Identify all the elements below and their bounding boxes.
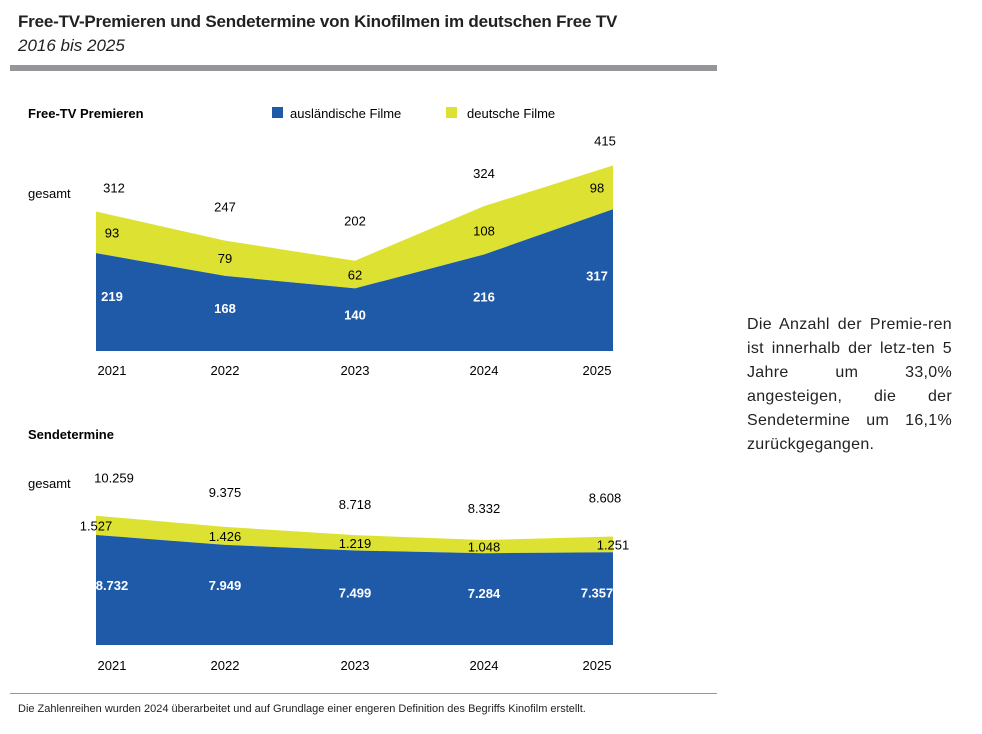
deutsche-filme-value-label: 1.527: [80, 518, 113, 533]
deutsche-filme-value-label: 1.048: [468, 540, 501, 555]
deutsche-filme-value-label: 93: [105, 225, 119, 240]
total-value-label: 324: [473, 166, 495, 181]
total-value-label: 8.718: [339, 497, 372, 512]
legend-swatch-deutsch: [446, 107, 457, 118]
side-note: Die Anzahl der Premie-ren ist innerhalb …: [747, 316, 952, 453]
area-deutsche-filme-1: [96, 515, 613, 554]
legend-swatch-auslaendisch: [272, 107, 283, 118]
x-tick-label: 2025: [583, 658, 612, 673]
total-label-0: gesamt: [28, 186, 71, 201]
chart-title-0: Free-TV Premieren: [28, 106, 144, 121]
total-value-label: 8.332: [468, 501, 501, 516]
total-value-label: 247: [214, 200, 236, 215]
auslaendische-filme-value-label: 219: [101, 289, 123, 304]
auslaendische-filme-value-label: 8.732: [96, 578, 129, 593]
auslaendische-filme-value-label: 140: [344, 307, 366, 322]
total-value-label: 10.259: [94, 471, 134, 486]
x-tick-label: 2024: [470, 658, 499, 673]
total-value-label: 9.375: [209, 485, 242, 500]
area-auslaendische-filme-1: [96, 534, 613, 645]
total-value-label: 8.608: [589, 491, 622, 506]
page-subtitle: 2016 bis 2025: [18, 36, 125, 55]
auslaendische-filme-value-label: 7.284: [468, 586, 501, 601]
deutsche-filme-value-label: 1.219: [339, 536, 372, 551]
x-tick-label: 2024: [470, 363, 499, 378]
footer-divider: [10, 693, 717, 694]
deutsche-filme-value-label: 62: [348, 268, 362, 283]
total-value-label: 312: [103, 181, 125, 196]
deutsche-filme-value-label: 1.426: [209, 529, 242, 544]
footnote: Die Zahlenreihen wurden 2024 überarbeite…: [18, 703, 586, 715]
legend-label-auslaendisch: ausländische Filme: [290, 106, 401, 121]
chart-title-1: Sendetermine: [28, 427, 114, 442]
deutsche-filme-value-label: 79: [218, 251, 232, 266]
total-value-label: 415: [594, 133, 616, 148]
title-divider: [10, 65, 717, 71]
deutsche-filme-value-label: 108: [473, 223, 495, 238]
total-value-label: 202: [344, 214, 366, 229]
x-tick-label: 2021: [98, 658, 127, 673]
x-tick-label: 2021: [98, 363, 127, 378]
page-title: Free-TV-Premieren und Sendetermine von K…: [18, 12, 618, 31]
auslaendische-filme-value-label: 7.357: [581, 585, 614, 600]
x-tick-label: 2022: [211, 363, 240, 378]
auslaendische-filme-value-label: 7.499: [339, 586, 372, 601]
x-tick-label: 2023: [341, 363, 370, 378]
area-deutsche-filme-0: [96, 165, 613, 289]
x-tick-label: 2022: [211, 658, 240, 673]
area-auslaendische-filme-0: [96, 209, 613, 351]
x-tick-label: 2023: [341, 658, 370, 673]
auslaendische-filme-value-label: 317: [586, 268, 608, 283]
legend-label-deutsch: deutsche Filme: [467, 106, 555, 121]
deutsche-filme-value-label: 1.251: [597, 537, 630, 552]
total-label-1: gesamt: [28, 476, 71, 491]
auslaendische-filme-value-label: 216: [473, 289, 495, 304]
x-tick-label: 2025: [583, 363, 612, 378]
auslaendische-filme-value-label: 168: [214, 301, 236, 316]
auslaendische-filme-value-label: 7.949: [209, 578, 242, 593]
deutsche-filme-value-label: 98: [590, 180, 604, 195]
